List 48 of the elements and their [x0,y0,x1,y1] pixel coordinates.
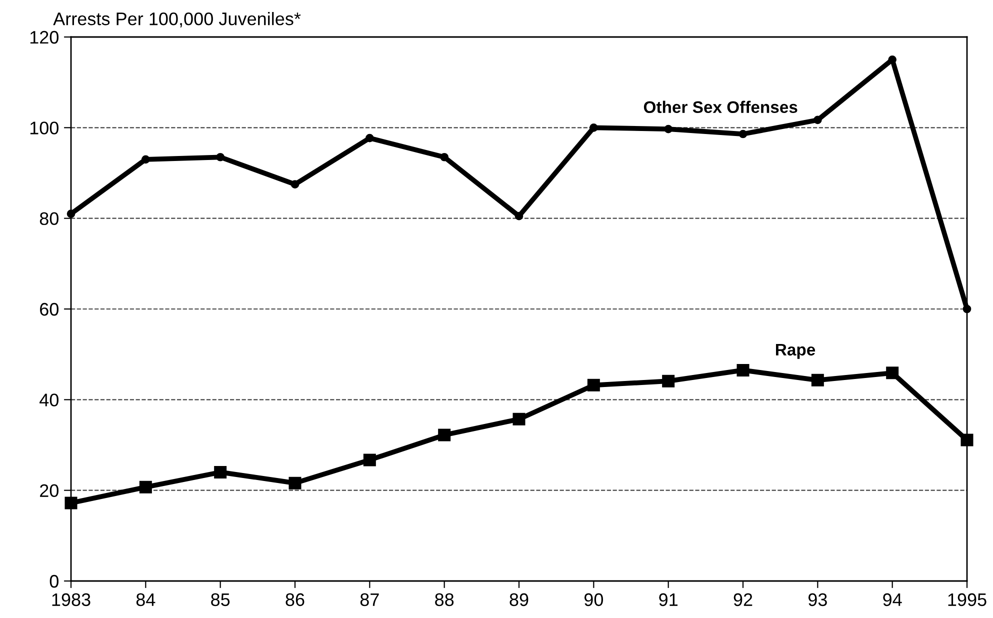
point [662,374,675,388]
point [512,412,526,426]
point [960,434,974,446]
y-tick-label: 60 [40,302,58,316]
series-label: Rape [776,344,816,359]
y-tick-label: 100 [30,122,58,134]
point [290,180,300,188]
x-tick-label: 87 [360,593,379,606]
x-tick-label: 94 [883,593,902,606]
point [514,212,524,220]
point [64,496,78,510]
y-tick-label: 40 [40,394,58,406]
x-tick-label: 1995 [948,593,986,606]
point [366,134,374,142]
series-label: Other Sex Offenses [644,100,798,114]
x-tick-label: 93 [808,593,827,606]
point [814,116,822,124]
point [363,454,376,466]
point [214,466,227,478]
point [962,304,972,314]
y-tick-label: 120 [30,30,58,44]
point [886,366,899,380]
y-tick-label: 80 [40,212,58,226]
x-tick-label: 85 [211,593,230,606]
point [664,124,672,134]
point [216,152,224,162]
x-tick-label: 1983 [52,593,90,606]
point [587,378,600,392]
point [288,476,302,490]
point [142,155,150,164]
point [590,124,598,132]
x-tick-label: 84 [136,593,156,606]
x-tick-label: 86 [286,593,304,606]
point [139,480,152,494]
point [736,364,750,376]
x-tick-label: 91 [659,593,678,606]
x-tick-label: 88 [435,593,454,606]
point [438,428,451,442]
y-tick-label: 0 [50,574,58,588]
y-axis-title: Arrests Per 100,000 Juveniles* [53,12,301,28]
point [738,130,748,138]
x-tick-label: 90 [584,593,604,606]
point [66,210,76,218]
point [811,374,824,386]
point [440,152,448,162]
x-tick-label: 89 [510,593,528,606]
x-tick-label: 92 [734,593,752,606]
y-tick-label: 20 [40,484,58,498]
